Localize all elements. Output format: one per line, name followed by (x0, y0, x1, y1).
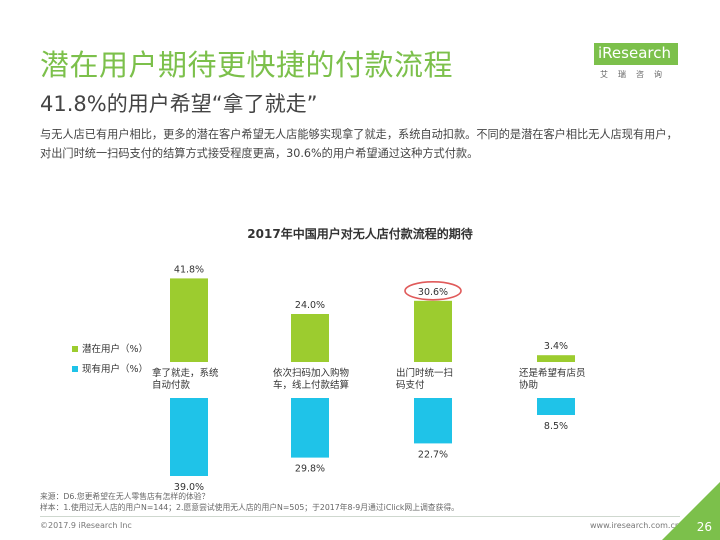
iresearch-logo: iResearch 艾瑞咨询 (594, 43, 686, 83)
label-existing-0: 39.0% (174, 482, 204, 493)
bar-potential-0 (170, 278, 208, 362)
logo-sub: 艾瑞咨询 (600, 70, 672, 79)
bar-existing-3 (537, 398, 575, 415)
logo-brand: iResearch (598, 44, 671, 62)
category-label-1-1: 车，线上付款结算 (273, 379, 349, 391)
chart-title: 2017年中国用户对无人店付款流程的期待 (247, 226, 472, 241)
highlight-circle (404, 280, 462, 301)
label-potential-1: 24.0% (295, 300, 325, 311)
label-existing-1: 29.8% (295, 464, 325, 475)
label-potential-3: 3.4% (544, 341, 568, 352)
source-line: 来源：D6.您更希望在无人零售店有怎样的体验？ (40, 492, 210, 501)
category-label-3-1: 协助 (519, 379, 538, 391)
page-number: 26 (696, 520, 712, 534)
bar-potential-1 (291, 314, 329, 362)
category-label-3-0: 还是希望有店员 (519, 367, 586, 379)
copyright: ©2017.9 iResearch Inc (40, 521, 132, 530)
page-title: 潜在用户期待更快捷的付款流程 (40, 48, 454, 82)
website-link[interactable]: www.iresearch.com.cn (590, 521, 680, 530)
legend-label-0: 潜在用户（%） (82, 343, 148, 355)
category-label-2-0: 出门时统一扫 (396, 367, 453, 379)
page-subtitle: 41.8%的用户希望“拿了就走” (40, 92, 318, 116)
corner-decoration (662, 482, 720, 540)
page-description: 与无人店已有用户相比，更多的潜在客户希望无人店能够实现拿了就走，系统自动扣款。不… (40, 128, 678, 160)
category-label-0-1: 自动付款 (152, 379, 191, 391)
sample-line: 样本：1.使用过无人店的用户N=144；2.愿意尝试使用无人店的用户N=505；… (40, 503, 459, 512)
chart-source: 来源：D6.您更希望在无人零售店有怎样的体验？ 样本：1.使用过无人店的用户N=… (40, 491, 459, 513)
category-label-0-0: 拿了就走，系统 (152, 367, 219, 379)
legend-swatch-0 (72, 346, 78, 352)
bar-existing-0 (170, 398, 208, 476)
bar-existing-2 (414, 398, 452, 444)
label-potential-0: 41.8% (174, 264, 204, 275)
label-potential-2: 30.6% (418, 287, 448, 298)
category-label-1-0: 依次扫码加入购物 (273, 367, 350, 379)
footer-divider (40, 516, 680, 517)
legend-swatch-1 (72, 366, 78, 372)
label-existing-3: 8.5% (544, 421, 568, 432)
label-existing-2: 22.7% (418, 449, 448, 460)
bar-potential-2 (414, 300, 452, 362)
bar-existing-1 (291, 398, 329, 458)
category-label-2-1: 码支付 (396, 379, 425, 391)
legend-label-1: 现有用户（%） (82, 363, 148, 375)
bar-potential-3 (537, 355, 575, 362)
logo-box (594, 43, 678, 65)
